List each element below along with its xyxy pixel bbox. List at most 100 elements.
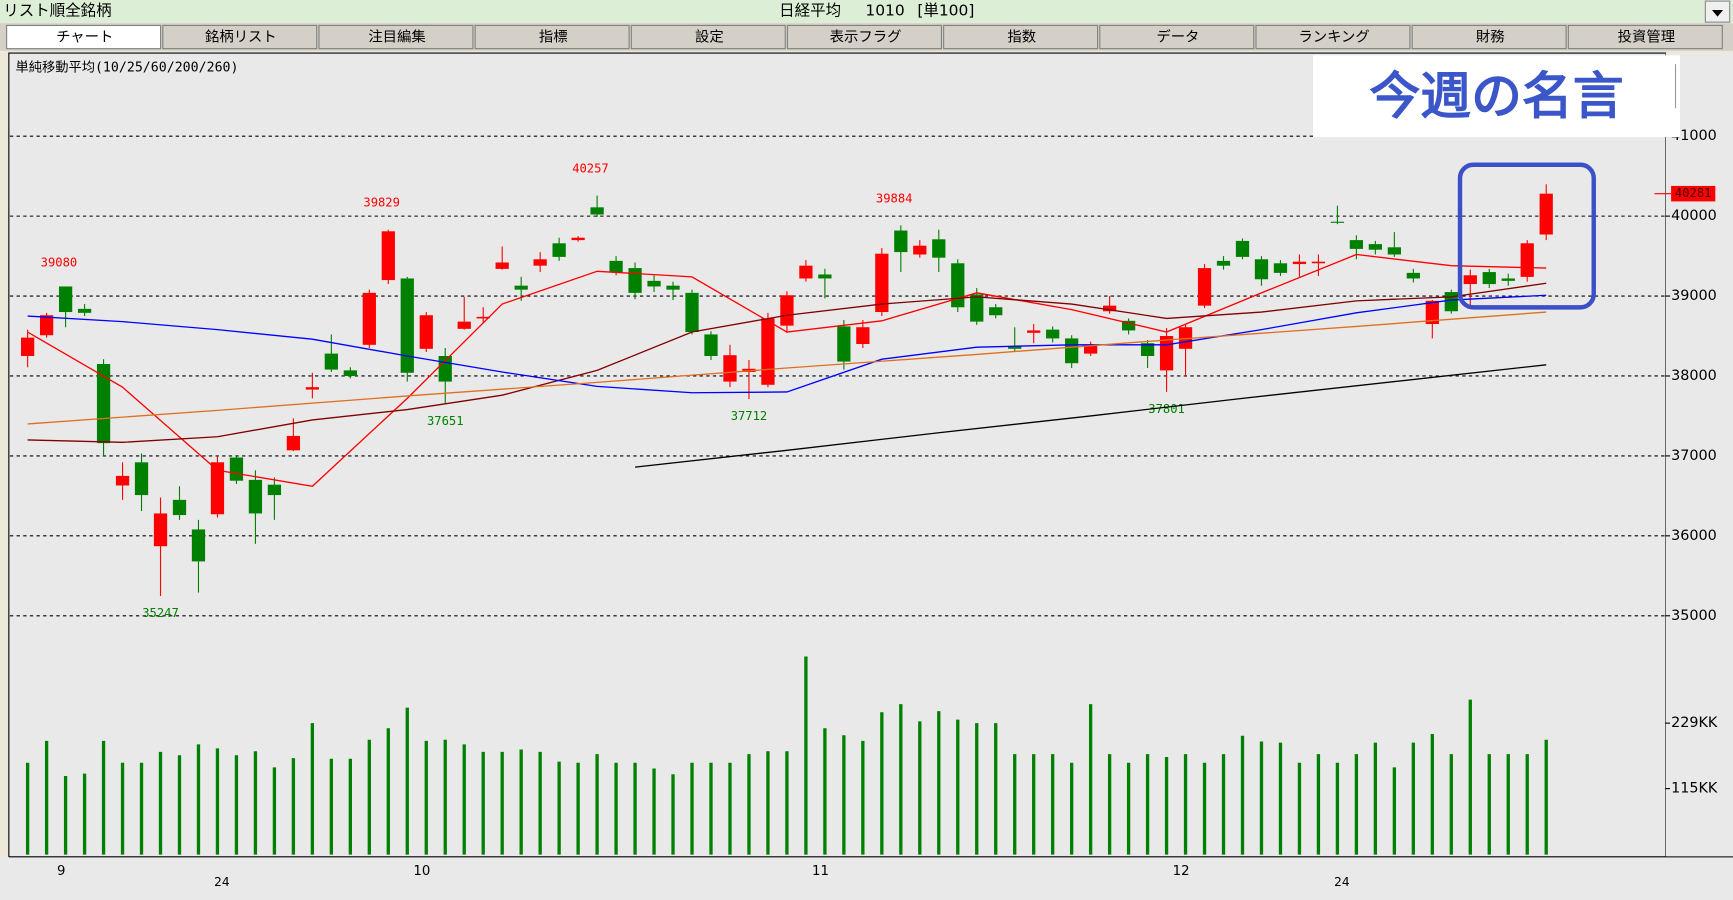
candle-body [1501,278,1515,281]
volume-tick-label: 229KK [1671,715,1718,731]
dropdown-arrow [1712,9,1724,17]
candle-body [305,387,319,390]
candle-body [590,207,604,215]
candle-body [343,370,357,376]
candle-body [1444,292,1458,312]
low-label: 35247 [142,606,179,620]
tab-label: ランキング [1298,29,1369,46]
y-tick-label: 40000 [1671,208,1717,224]
candle-body [1254,259,1269,280]
low-label: 37712 [731,409,768,423]
candle-body [951,263,965,308]
y-tick-label: 39000 [1671,288,1717,304]
tab-label: 注目編集 [368,29,425,46]
candle-body [875,253,889,313]
tab-label: チャート [56,30,113,46]
y-tick-label: 41000 [1671,128,1717,144]
candle-body [685,292,699,333]
moving-average-line [27,253,1547,487]
candle-body [856,327,870,345]
candle-body [1008,346,1022,349]
tab-label: データ [1156,28,1199,46]
candle-body [514,285,528,290]
candle-body [210,462,225,515]
candle-body [58,286,73,313]
candle-body [1463,275,1477,285]
candle-body [818,274,832,279]
tab-label: 銘柄リスト [205,29,277,46]
date-axis-area [0,856,1733,900]
moving-average-line [634,364,1547,468]
candle-body [647,280,661,287]
tab[interactable] [786,24,942,50]
symbol-name: 日経平均 [779,2,841,20]
candle-body [799,265,813,279]
candle-body [1387,247,1401,255]
candle-body [495,262,509,269]
tab[interactable] [6,24,162,50]
candle-body [1027,330,1041,333]
x-tick-label: 9 [57,864,65,879]
tab-label: 設定 [695,29,724,46]
candle-body [1482,272,1496,285]
candle-body [1368,244,1383,250]
tab[interactable] [1255,24,1411,50]
moving-average-line [27,282,1547,443]
candle-body [533,259,547,266]
candle-body [1349,240,1364,249]
tab-label: 表示フラグ [830,29,902,46]
tab[interactable] [630,24,786,50]
candle-body [134,462,149,496]
x-sublabel: 24 [1334,875,1350,889]
candle-body [419,315,433,349]
candle-body [1235,240,1250,257]
candle-body [229,457,244,481]
candle-body [362,292,376,345]
candle-body [191,529,206,562]
candle-body [894,230,908,253]
candle-body [1330,221,1345,223]
candle-body [1311,261,1326,264]
candle-body [476,316,490,319]
candle-body [609,260,623,273]
tab-label: 投資管理 [1618,29,1675,46]
y-tick-label: 36000 [1671,528,1717,544]
candle-body [172,499,187,516]
low-label: 37651 [427,414,464,428]
candle-body [1197,268,1212,306]
tab[interactable] [474,24,630,50]
candle-body [1046,329,1060,339]
overlay-box [1313,55,1680,138]
candle-body [77,308,92,313]
candle-body [400,278,414,373]
tab[interactable] [1567,24,1723,50]
tab[interactable] [318,24,474,50]
candle-body [1216,260,1231,266]
tab[interactable] [1411,24,1567,50]
last-price-tag [1671,185,1716,202]
tabs: チャート 銘柄リスト 注目編集 指標 設定 表示フラグ 指数 データ ランキング 財務 投資管理 [6,24,1723,50]
candle-body [1425,300,1439,325]
candle-body [704,334,718,356]
candle-body [989,307,1003,316]
plot: 35000 36000 37000 38000 39000 40000 41000 229KK… [9,128,1718,889]
candle-body [761,318,775,385]
tab[interactable] [162,24,318,50]
candle-body [1159,336,1174,371]
chart-area [8,52,1667,858]
y-tick-label: 37000 [1671,448,1717,464]
candle-body [552,243,566,257]
chart-title: 単純移動平均(10/25/60/200/260) [15,59,238,75]
candle-body [628,268,642,293]
candle-body [324,353,338,370]
candle-body [780,295,794,326]
candle-body [571,237,585,241]
tab-label: 財務 [1476,29,1505,46]
candle-body [153,513,168,547]
list-label: リスト順全銘柄 [3,2,111,20]
candle-body [381,231,395,281]
candle-body [913,245,927,255]
tab[interactable] [1099,24,1255,50]
tab[interactable] [943,24,1099,50]
